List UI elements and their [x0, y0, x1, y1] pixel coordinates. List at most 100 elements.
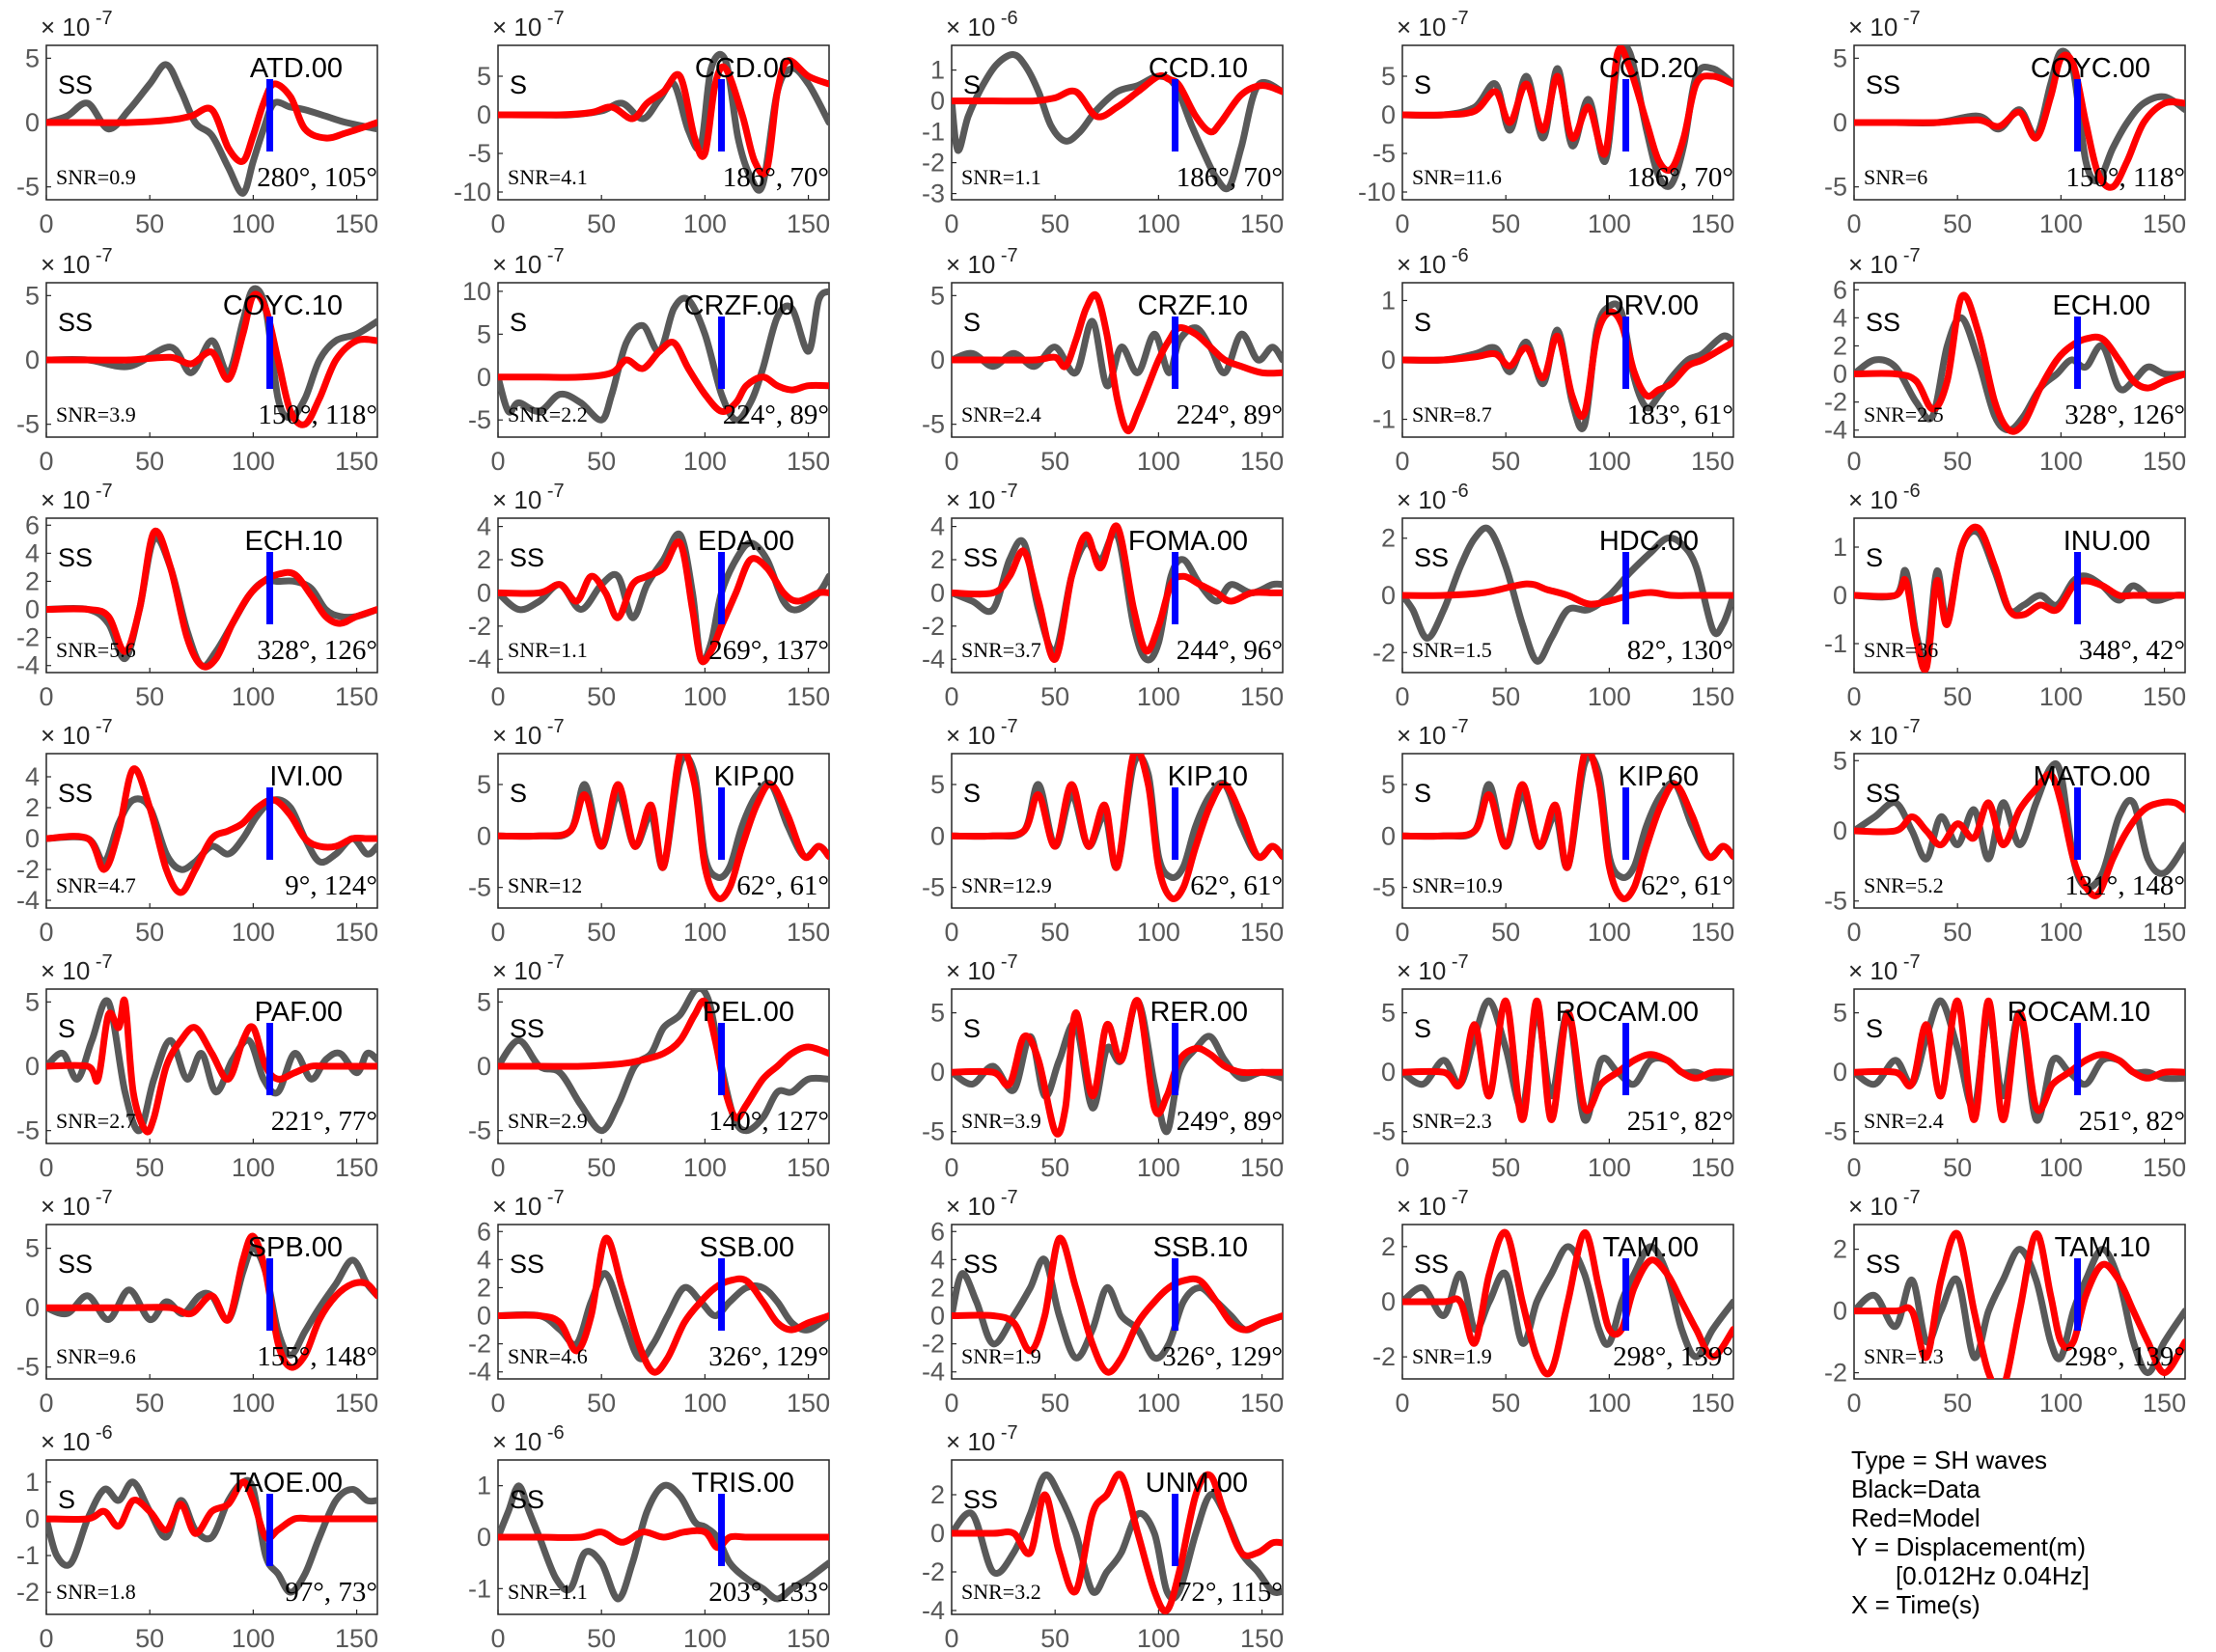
x-tick-label: 0: [490, 682, 505, 711]
y-tick-label: -5: [1824, 887, 1847, 916]
azimuth-angles-label: 62°, 61°: [1641, 870, 1733, 901]
y-tick-label: 1: [1833, 533, 1847, 562]
phase-label: SS: [1866, 1250, 1900, 1279]
snr-label: SNR=9.6: [56, 1344, 136, 1368]
snr-label: SNR=2.5: [1864, 402, 1944, 427]
y-tick-label: 2: [1833, 1235, 1847, 1264]
axes-frame: [951, 988, 1284, 1144]
y-tick-label: 0: [477, 1052, 491, 1081]
data-trace: [498, 989, 829, 1135]
y-tick-label: -5: [1824, 1117, 1847, 1146]
y-exponent-label: × 10 -7: [492, 716, 565, 750]
y-tick-label: -2: [922, 1330, 945, 1359]
x-tick-label: 0: [1846, 1389, 1861, 1418]
x-tick-label: 0: [39, 918, 53, 947]
snr-label: SNR=3.9: [56, 402, 136, 427]
y-tick-label: -2: [1372, 638, 1396, 667]
x-tick-label: 150: [1240, 1624, 1284, 1652]
x-tick-label: 50: [135, 1153, 164, 1182]
y-exponent-label: × 10 -7: [492, 481, 565, 514]
axes-frame: [497, 1224, 830, 1380]
y-tick-label: -2: [922, 149, 945, 178]
legend-frequency-band: [0.012Hz 0.04Hz]: [1896, 1561, 2090, 1590]
data-trace: [46, 1476, 377, 1596]
y-tick-label: 2: [25, 566, 40, 595]
y-tick-label: -5: [922, 1117, 945, 1146]
phase-label: SS: [510, 1485, 544, 1514]
azimuth-angles-label: 150°, 118°: [258, 399, 377, 430]
model-trace: [952, 997, 1283, 1138]
x-tick-label: 100: [1137, 1153, 1180, 1182]
y-tick-label: 5: [930, 770, 945, 799]
azimuth-angles-label: 298°, 139°: [2064, 1341, 2185, 1372]
x-tick-label: 150: [2143, 209, 2186, 238]
x-tick-label: 100: [232, 1153, 275, 1182]
x-tick-label: 150: [335, 1153, 378, 1182]
x-tick-label: 0: [944, 447, 958, 476]
y-tick-label: -4: [1824, 416, 1847, 445]
x-tick-label: 0: [1846, 682, 1861, 711]
x-tick-label: 0: [1846, 918, 1861, 947]
x-tick-label: 0: [944, 682, 958, 711]
axes-frame: [1401, 44, 1734, 201]
y-tick-label: 2: [1381, 1232, 1396, 1261]
station-label: INU.00: [2064, 526, 2150, 557]
x-tick-label: 0: [39, 1389, 53, 1418]
y-tick-label: 5: [1833, 746, 1847, 775]
azimuth-angles-label: 280°, 105°: [257, 162, 377, 193]
snr-label: SNR=2.2: [508, 402, 588, 427]
x-tick-label: 50: [135, 209, 164, 238]
y-tick-label: 4: [930, 512, 945, 541]
y-exponent-label: × 10 -7: [1848, 8, 1921, 41]
y-tick-label: 0: [1381, 100, 1396, 129]
snr-label: SNR=3.7: [961, 638, 1041, 662]
y-tick-label: 5: [1833, 43, 1847, 72]
y-tick-label: 0: [477, 363, 491, 392]
y-tick-label: 0: [477, 1302, 491, 1331]
data-trace: [46, 997, 377, 1135]
x-tick-label: 50: [587, 1389, 616, 1418]
x-tick-label: 100: [232, 447, 275, 476]
y-tick-label: -1: [468, 1574, 491, 1603]
snr-label: SNR=2.4: [1864, 1109, 1944, 1133]
x-tick-label: 50: [1040, 1624, 1069, 1652]
y-tick-label: 5: [1381, 62, 1396, 91]
azimuth-angles-label: 326°, 129°: [1162, 1341, 1283, 1372]
y-tick-label: 5: [1381, 999, 1396, 1028]
axes-frame: [497, 282, 830, 438]
y-tick-label: -2: [468, 612, 491, 641]
y-tick-label: -5: [922, 410, 945, 439]
x-tick-label: 50: [1491, 682, 1520, 711]
y-exponent-label: × 10 -7: [1397, 716, 1469, 750]
station-label: FOMA.00: [1128, 526, 1248, 557]
x-tick-label: 100: [1137, 1624, 1180, 1652]
y-tick-label: 0: [25, 824, 40, 853]
y-tick-label: -1: [16, 1541, 40, 1570]
x-tick-label: 50: [1943, 1389, 1972, 1418]
model-trace: [498, 754, 829, 902]
x-tick-label: 0: [39, 209, 53, 238]
y-tick-label: 0: [477, 100, 491, 129]
y-exponent-label: × 10 -7: [492, 245, 565, 279]
x-tick-label: 50: [1943, 209, 1972, 238]
y-tick-label: 1: [25, 1468, 40, 1497]
x-tick-label: 100: [2039, 918, 2083, 947]
snr-label: SNR=36: [1864, 638, 1938, 662]
data-trace: [46, 285, 377, 422]
x-tick-label: 0: [39, 447, 53, 476]
x-tick-label: 50: [1040, 682, 1069, 711]
phase-label: SS: [510, 543, 544, 572]
panel-tam-00: × 10 -7 -2 0 2 0 50 100 150 TAM.00 SS SNR=1.9 298°,…: [1372, 1187, 1734, 1418]
x-tick-label: 0: [1395, 209, 1409, 238]
axes-frame: [1853, 988, 2186, 1144]
model-trace: [1402, 997, 1733, 1123]
y-tick-label: 0: [930, 1519, 945, 1548]
x-tick-label: 0: [490, 209, 505, 238]
x-tick-label: 50: [1943, 1153, 1972, 1182]
x-tick-label: 150: [787, 447, 830, 476]
azimuth-angles-label: 328°, 126°: [2064, 399, 2185, 430]
x-tick-label: 150: [1691, 1389, 1734, 1418]
